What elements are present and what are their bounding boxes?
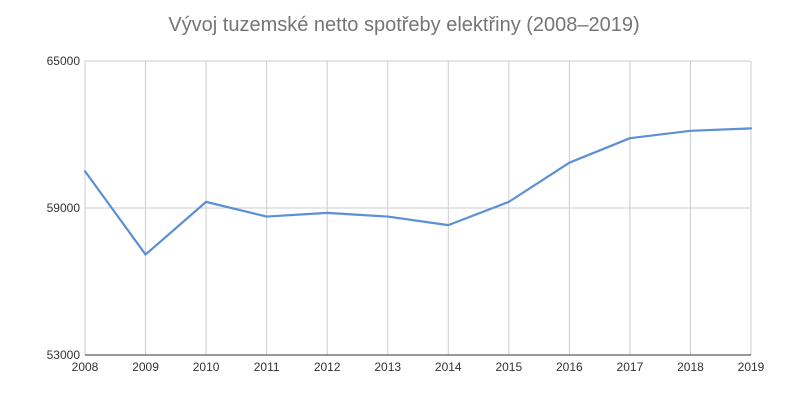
grid-layer — [84, 60, 752, 356]
x-tick-label: 2012 — [314, 360, 341, 374]
data-point — [325, 211, 329, 215]
data-point — [507, 200, 511, 204]
label-layer: 53000 59000 65000 2008 2009 2010 2011 2012 2013 2… — [47, 54, 765, 374]
x-tick-label: 2019 — [738, 360, 765, 374]
data-point — [688, 129, 692, 133]
data-point — [144, 253, 148, 257]
x-tick-label: 2011 — [254, 360, 280, 374]
x-tick-label: 2017 — [617, 360, 644, 374]
data-point — [628, 136, 632, 140]
x-tick-label: 2014 — [435, 360, 462, 374]
x-tick-label: 2013 — [374, 360, 401, 374]
y-tick-label: 53000 — [47, 348, 81, 362]
x-tick-label: 2016 — [556, 360, 583, 374]
series-line — [83, 127, 753, 256]
x-tick-label: 2018 — [677, 360, 704, 374]
data-point — [567, 161, 571, 165]
x-tick-label: 2008 — [72, 360, 99, 374]
y-tick-label: 65000 — [47, 54, 81, 68]
data-point — [386, 215, 390, 219]
x-tick-label: 2015 — [495, 360, 522, 374]
x-tick-label: 2009 — [132, 360, 159, 374]
data-point — [83, 169, 87, 173]
data-point — [749, 126, 753, 130]
data-point — [265, 215, 269, 219]
data-point — [446, 223, 450, 227]
y-tick-label: 59000 — [47, 201, 81, 215]
x-tick-label: 2010 — [193, 360, 220, 374]
data-point — [204, 200, 208, 204]
series-layer — [83, 126, 753, 257]
chart-title: Vývoj tuzemské netto spotřeby elektřiny … — [168, 14, 640, 36]
